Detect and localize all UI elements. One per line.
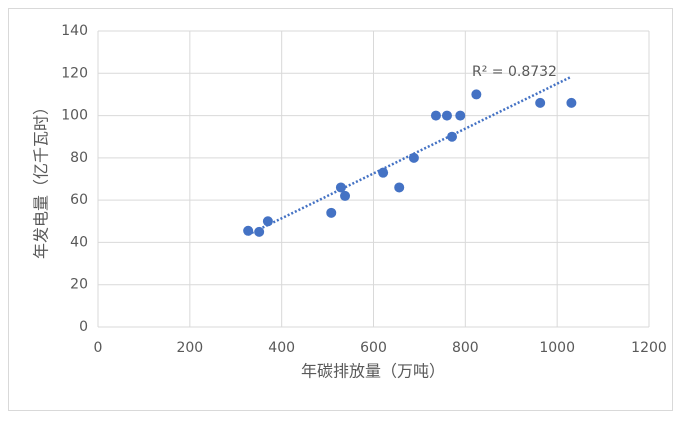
x-tick-label: 1200 <box>631 340 667 356</box>
point <box>254 226 265 237</box>
y-tick-label: 120 <box>61 65 88 81</box>
x-tick-label: 600 <box>360 340 387 356</box>
y-tick-label: 100 <box>61 108 88 124</box>
x-tick-label: 0 <box>94 340 103 356</box>
point <box>455 110 466 121</box>
point <box>243 225 254 236</box>
x-tick-label: 200 <box>176 340 203 356</box>
point <box>535 97 546 108</box>
point <box>471 89 482 100</box>
point <box>378 167 389 178</box>
y-axis-title: 年发电量（亿千瓦时） <box>32 99 51 259</box>
y-tick-label: 20 <box>70 277 88 293</box>
x-tick-label: 400 <box>268 340 295 356</box>
y-tick-label: 60 <box>70 192 88 208</box>
point <box>447 131 458 142</box>
x-tick-label: 800 <box>452 340 479 356</box>
point <box>326 207 337 218</box>
y-tick-label: 80 <box>70 150 88 166</box>
point <box>566 97 577 108</box>
y-tick-label: 140 <box>61 23 88 39</box>
chart-border <box>8 8 673 411</box>
x-tick-label: 1000 <box>539 340 575 356</box>
point <box>394 182 405 193</box>
y-tick-label: 40 <box>70 234 88 250</box>
point <box>340 190 351 201</box>
x-axis-title: 年碳排放量（万吨） <box>301 362 445 381</box>
y-tick-label: 0 <box>79 319 88 335</box>
annotation: R² = 0.8732 <box>472 64 557 80</box>
point <box>441 110 452 121</box>
point <box>335 182 346 193</box>
point <box>408 152 419 163</box>
point <box>430 110 441 121</box>
point <box>262 216 273 227</box>
